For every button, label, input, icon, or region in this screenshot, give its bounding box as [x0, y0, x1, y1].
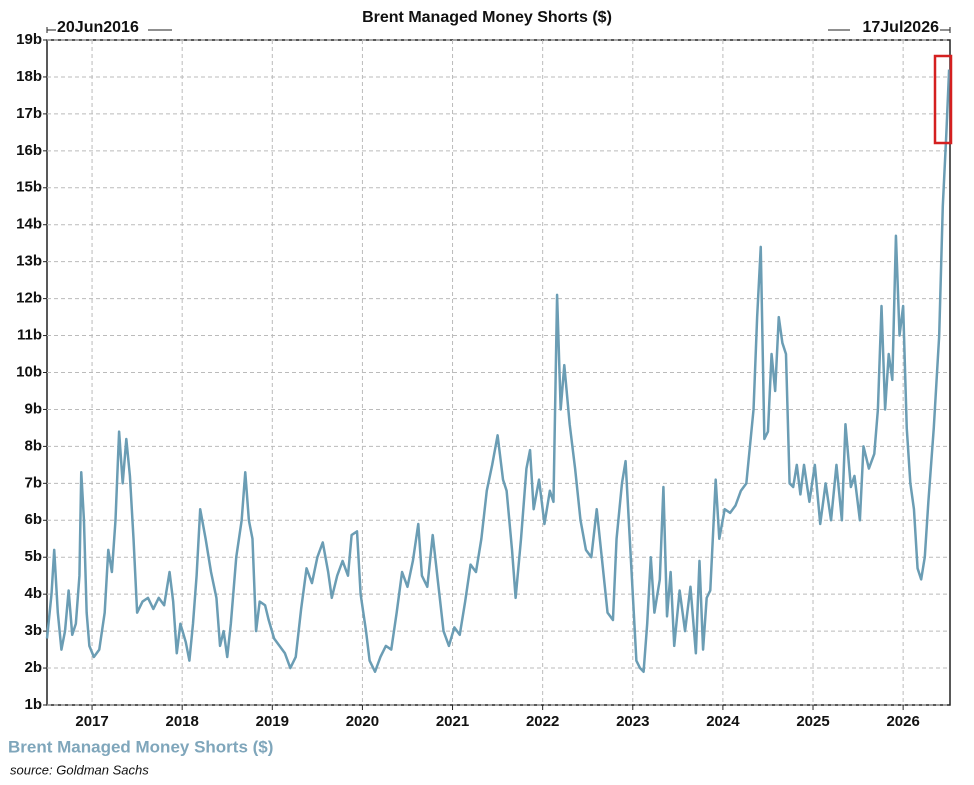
- y-tick-label: 3b: [24, 622, 42, 639]
- x-tick-label: 2026: [886, 713, 919, 730]
- y-tick-label: 15b: [16, 179, 42, 196]
- y-tick-label: 13b: [16, 253, 42, 270]
- y-tick-label: 2b: [24, 659, 42, 676]
- x-tick-label: 2018: [165, 713, 198, 730]
- legend-entry: Brent Managed Money Shorts ($): [8, 737, 273, 756]
- y-tick-label: 8b: [24, 437, 42, 454]
- x-tick-label: 2021: [436, 713, 469, 730]
- y-tick-label: 7b: [24, 474, 42, 491]
- y-tick-label: 12b: [16, 290, 42, 307]
- y-tick-label: 18b: [16, 68, 42, 85]
- chart-title: Brent Managed Money Shorts ($): [362, 9, 612, 26]
- x-tick-label: 2020: [346, 713, 379, 730]
- y-tick-label: 4b: [24, 585, 42, 602]
- y-tick-label: 9b: [24, 400, 42, 417]
- y-tick-label: 14b: [16, 216, 42, 233]
- y-tick-label: 5b: [24, 548, 42, 565]
- grid: [43, 39, 950, 710]
- start-date: 20Jun2016: [57, 19, 139, 36]
- x-tick-label: 2024: [706, 713, 740, 730]
- y-tick-label: 10b: [16, 363, 42, 380]
- highlight-box: [933, 54, 953, 145]
- x-tick-label: 2017: [75, 713, 108, 730]
- y-tick-label: 6b: [24, 511, 42, 528]
- series-line: [45, 69, 951, 673]
- end-date: 17Jul2026: [862, 19, 939, 36]
- x-tick-label: 2022: [526, 713, 559, 730]
- lines: [45, 69, 951, 673]
- x-tick-label: 2019: [256, 713, 289, 730]
- y-tick-label: 17b: [16, 105, 42, 122]
- y-tick-label: 19b: [16, 31, 42, 48]
- x-tick-label: 2025: [796, 713, 829, 730]
- source: source: Goldman Sachs: [10, 762, 149, 777]
- x-tick-label: 2023: [616, 713, 649, 730]
- y-tick-label: 16b: [16, 142, 42, 159]
- y-tick-label: 11b: [17, 327, 42, 344]
- y-tick-label: 1b: [24, 696, 42, 713]
